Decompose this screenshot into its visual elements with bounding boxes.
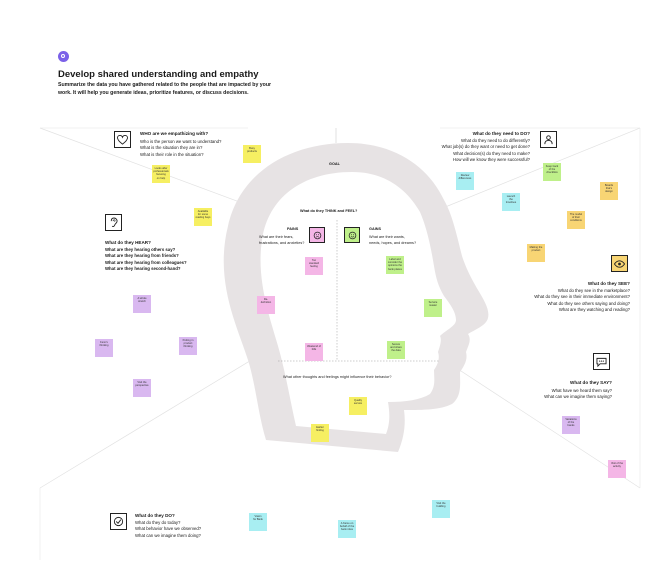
hear-section-prompts: What are they hearing others say? What a… [105, 247, 187, 273]
do-section-prompts: What do they do today? What behavior hav… [135, 520, 201, 539]
sticky-note[interactable]: Keep track of the checklists [543, 163, 561, 181]
say-section-title: What do they SAY? [570, 380, 612, 385]
gains-prompt: needs, hopes, and dreams? [369, 240, 417, 245]
sad-face-icon [309, 227, 325, 243]
sticky-note[interactable]: The model of their conditions [567, 211, 585, 229]
sticky-note[interactable]: Service master [424, 299, 442, 317]
sticky-note[interactable]: Label and consider the opinions the bank… [386, 256, 404, 274]
pains-prompt: What are their fears, [259, 235, 294, 239]
sticky-note[interactable]: Available for some reading bays [194, 208, 212, 226]
divider-line-bottom-left [39, 355, 259, 489]
hear-prompt: What are they hearing from friends? [105, 253, 179, 259]
who-section-prompts: Who is the person we want to understand?… [140, 139, 221, 158]
say-section-prompts: What have we heard them say? What can we… [544, 388, 612, 401]
do-goal-prompt: What decision(s) do they need to make? [453, 150, 530, 156]
sticky-note[interactable]: A whole stretch [133, 295, 151, 313]
do-section-title: What do they DO? [135, 513, 175, 518]
who-prompt: Who is the person we want to understand? [140, 139, 222, 144]
person-icon [540, 131, 557, 148]
who-prompt: What is the situation they are in? [140, 145, 203, 151]
sticky-note[interactable]: Weekend of bills [305, 343, 323, 361]
see-prompt: What do they see in their immediate envi… [534, 294, 630, 300]
hear-prompt: What are they hearing second-hand? [105, 266, 181, 272]
sticky-note[interactable]: Fenn's thinking [95, 339, 113, 357]
pains-prompts: What are their fears, frustrations, and … [259, 235, 304, 246]
speech-bubble-icon [593, 353, 610, 370]
heart-icon [114, 131, 131, 148]
sticky-note[interactable]: Re- definition [257, 296, 275, 314]
check-icon [110, 513, 127, 530]
target-icon [58, 51, 69, 62]
divider-line-bottom-right [437, 355, 641, 489]
sticky-note[interactable]: Secure and share the data [387, 341, 405, 359]
happy-face-icon [344, 227, 360, 243]
sticky-note[interactable]: Visit of the activity [608, 460, 626, 478]
do-goal-section-title: What do they need to DO? [472, 131, 530, 136]
ear-icon [105, 214, 122, 231]
sticky-note[interactable]: Earlier finding [311, 424, 329, 442]
gains-title: GAINS [369, 227, 382, 231]
do-goal-prompt: How will we know they were successful? [452, 157, 530, 163]
do-prompt: What behavior have we observed? [135, 526, 202, 532]
eye-icon [611, 255, 628, 272]
sticky-note[interactable]: Looks after professionals focusing on he… [152, 165, 170, 183]
sticky-note[interactable]: Vision for Bank [249, 513, 267, 531]
other-thoughts-prompt: What other thoughts and feelings might i… [283, 375, 392, 379]
think-feel-title: What do they THINK and FEEL? [300, 209, 358, 213]
page-title: Develop shared understanding and empathy [58, 69, 259, 80]
pains-title: PAINS [287, 227, 299, 231]
sticky-note[interactable]: Too standard feeling [305, 257, 323, 275]
sticky-note[interactable]: Making the product [527, 244, 545, 262]
see-section-prompts: What do they see in the marketplace? Wha… [534, 288, 630, 314]
hear-prompt: What are they hearing others say? [105, 247, 176, 252]
do-prompt: What can we imagine them doing? [135, 532, 201, 538]
sticky-note[interactable]: Putting in product thinking [179, 337, 197, 355]
see-prompt: What do they see in the marketplace? [557, 288, 630, 293]
see-prompt: What do they see others saying and doing… [547, 300, 630, 306]
say-prompt: What have we heard them say? [551, 388, 612, 393]
say-prompt: What can we imagine them saying? [544, 394, 612, 400]
see-section-title: What do they SEE? [587, 281, 630, 286]
gains-prompt: What are their wants, [369, 235, 405, 239]
sticky-note[interactable]: Boards that's design [600, 182, 618, 200]
sticky-note[interactable]: Quality service [349, 397, 367, 415]
who-section-title: WHO are we empathizing with? [140, 131, 209, 136]
do-goal-prompt: What job(s) do they want or need to get … [441, 144, 530, 150]
do-goal-prompt: What do they need to do differently? [461, 138, 530, 143]
gains-prompts: What are their wants, needs, hopes, and … [369, 235, 416, 246]
hear-prompt: What are they hearing from colleagues? [105, 259, 187, 265]
sticky-note[interactable]: Launch the timelines [502, 193, 520, 211]
see-prompt: What are they watching and reading? [558, 307, 630, 313]
do-goal-section-prompts: What do they need to do differently? Wha… [442, 138, 530, 164]
sticky-note[interactable]: Visit the perspective [133, 379, 151, 397]
who-prompt: What is their role in the situation? [140, 151, 204, 157]
sticky-note[interactable]: Busy products [243, 145, 261, 163]
do-prompt: What do they do today? [135, 520, 181, 525]
page-subtitle: Summarize the data you have gathered rel… [58, 82, 272, 96]
sticky-note[interactable]: Review differences [456, 172, 474, 190]
sticky-note[interactable]: A frame on behalf of the bank roles [338, 520, 356, 538]
sticky-note[interactable]: Variations of the banks [562, 416, 580, 434]
goal-label: GOAL [329, 162, 340, 166]
pains-prompt: frustrations, and anxieties? [259, 240, 305, 245]
hear-section-title: What do they HEAR? [105, 240, 151, 245]
sticky-note[interactable]: Visit the building [432, 500, 450, 518]
divider-line-top-right [427, 127, 641, 215]
